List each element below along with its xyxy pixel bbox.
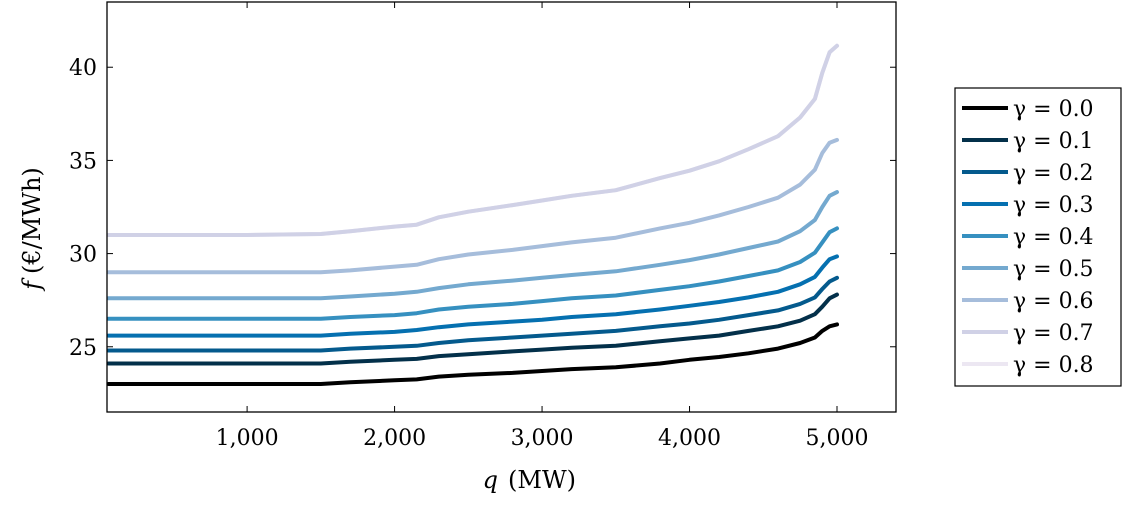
plot-area: 1,000 2,000 3,000 4,000 5,000 25 30 35 40 (69, 1, 897, 451)
legend-label: γ = 0.0 (1013, 97, 1094, 122)
series-line-5 (106, 190, 839, 301)
y-tick-label: 35 (69, 149, 97, 174)
series-line-6 (106, 137, 839, 275)
legend-label: γ = 0.4 (1013, 225, 1094, 250)
series-line-4 (106, 226, 839, 321)
legend-label: γ = 0.5 (1013, 257, 1094, 282)
series-line-3 (106, 254, 839, 338)
series-line-2 (106, 275, 839, 353)
series-line-1 (106, 292, 839, 366)
legend-label: γ = 0.7 (1013, 321, 1094, 346)
y-axis-label: f (€/MWh) (18, 167, 46, 292)
x-tick-label: 3,000 (511, 426, 574, 451)
series-line-7 (106, 43, 839, 237)
legend: γ = 0.0 γ = 0.1 γ = 0.2 γ = 0.3 γ = 0.4 γ = 0… (954, 87, 1122, 387)
y-tick-label: 40 (69, 56, 97, 81)
x-tick-label: 2,000 (363, 426, 426, 451)
y-tick-label: 25 (69, 336, 97, 361)
y-axis-variable: f (18, 277, 46, 292)
series-line-8 (106, 43, 839, 237)
x-tick-label: 1,000 (216, 426, 279, 451)
legend-label: γ = 0.3 (1013, 193, 1094, 218)
legend-label: γ = 0.8 (1013, 353, 1094, 378)
y-tick-label: 30 (69, 243, 97, 268)
legend-label: γ = 0.6 (1013, 289, 1094, 314)
series-line-0 (106, 322, 839, 386)
legend-label: γ = 0.1 (1013, 129, 1094, 154)
x-axis-variable: q (483, 466, 498, 494)
axes-frame (106, 1, 897, 413)
svg-text:q: q (483, 466, 498, 494)
x-tick-label: 4,000 (658, 426, 721, 451)
y-axis-unit: (€/MWh) (18, 167, 46, 274)
legend-label: γ = 0.2 (1013, 161, 1094, 186)
x-axis-unit: (MW) (508, 466, 576, 494)
x-tick-label: 5,000 (806, 426, 869, 451)
x-axis-label: q (MW) (483, 466, 576, 494)
